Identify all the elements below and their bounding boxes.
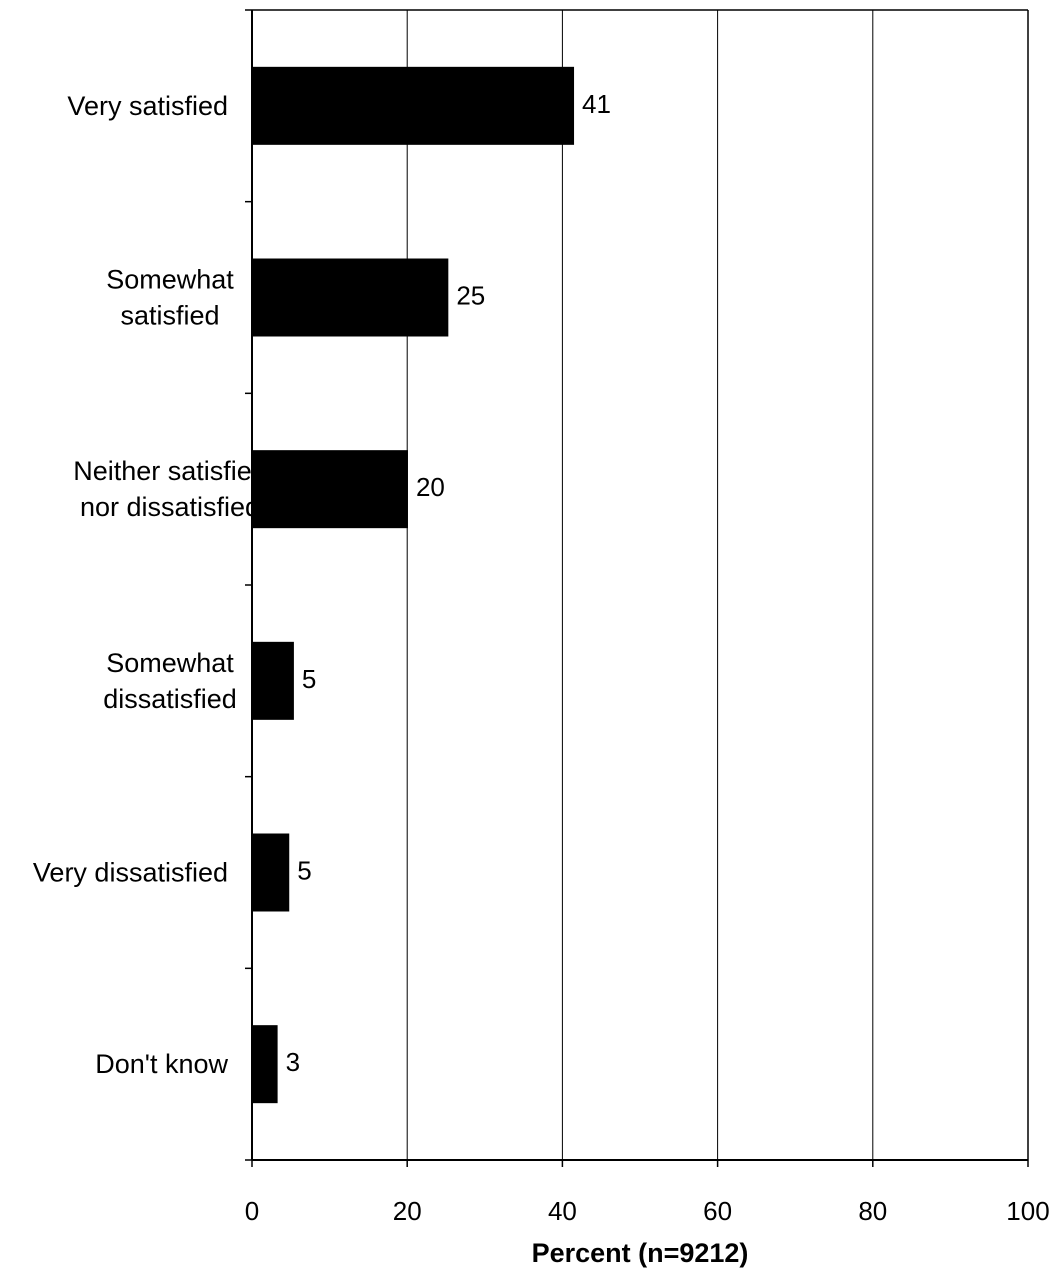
bar	[252, 641, 294, 720]
data-label: 5	[302, 664, 316, 694]
bar	[252, 258, 449, 337]
x-tick-label: 80	[858, 1196, 887, 1226]
bar	[252, 833, 290, 912]
x-axis-title: Percent (n=9212)	[532, 1238, 749, 1268]
x-tick-label: 20	[393, 1196, 422, 1226]
category-label: Somewhat dissatisfied	[103, 648, 237, 714]
data-label: 5	[297, 856, 311, 886]
x-tick-label: 100	[1006, 1196, 1049, 1226]
category-label: Don't know	[95, 1049, 228, 1079]
data-label: 20	[416, 472, 445, 502]
category-label: Neither satisfied nor dissatisfied	[73, 456, 267, 522]
bar	[252, 450, 408, 529]
x-tick-label: 40	[548, 1196, 577, 1226]
category-label: Very dissatisfied	[33, 858, 228, 888]
data-label: 3	[286, 1047, 300, 1077]
x-tick-label: 0	[245, 1196, 259, 1226]
bar	[252, 1025, 278, 1104]
category-label: Very satisfied	[67, 91, 228, 121]
axes	[245, 9, 1029, 1167]
bars	[252, 66, 575, 1104]
data-label: 41	[582, 89, 611, 119]
x-tick-label: 60	[703, 1196, 732, 1226]
category-label: Somewhat satisfied	[106, 265, 234, 331]
gridlines	[406, 10, 874, 1160]
labels: 0 20 40 60 80 100 41 Very satisfied 25 Somewhat sa…	[33, 89, 1050, 1226]
data-label: 25	[456, 281, 485, 311]
bar	[252, 66, 575, 145]
